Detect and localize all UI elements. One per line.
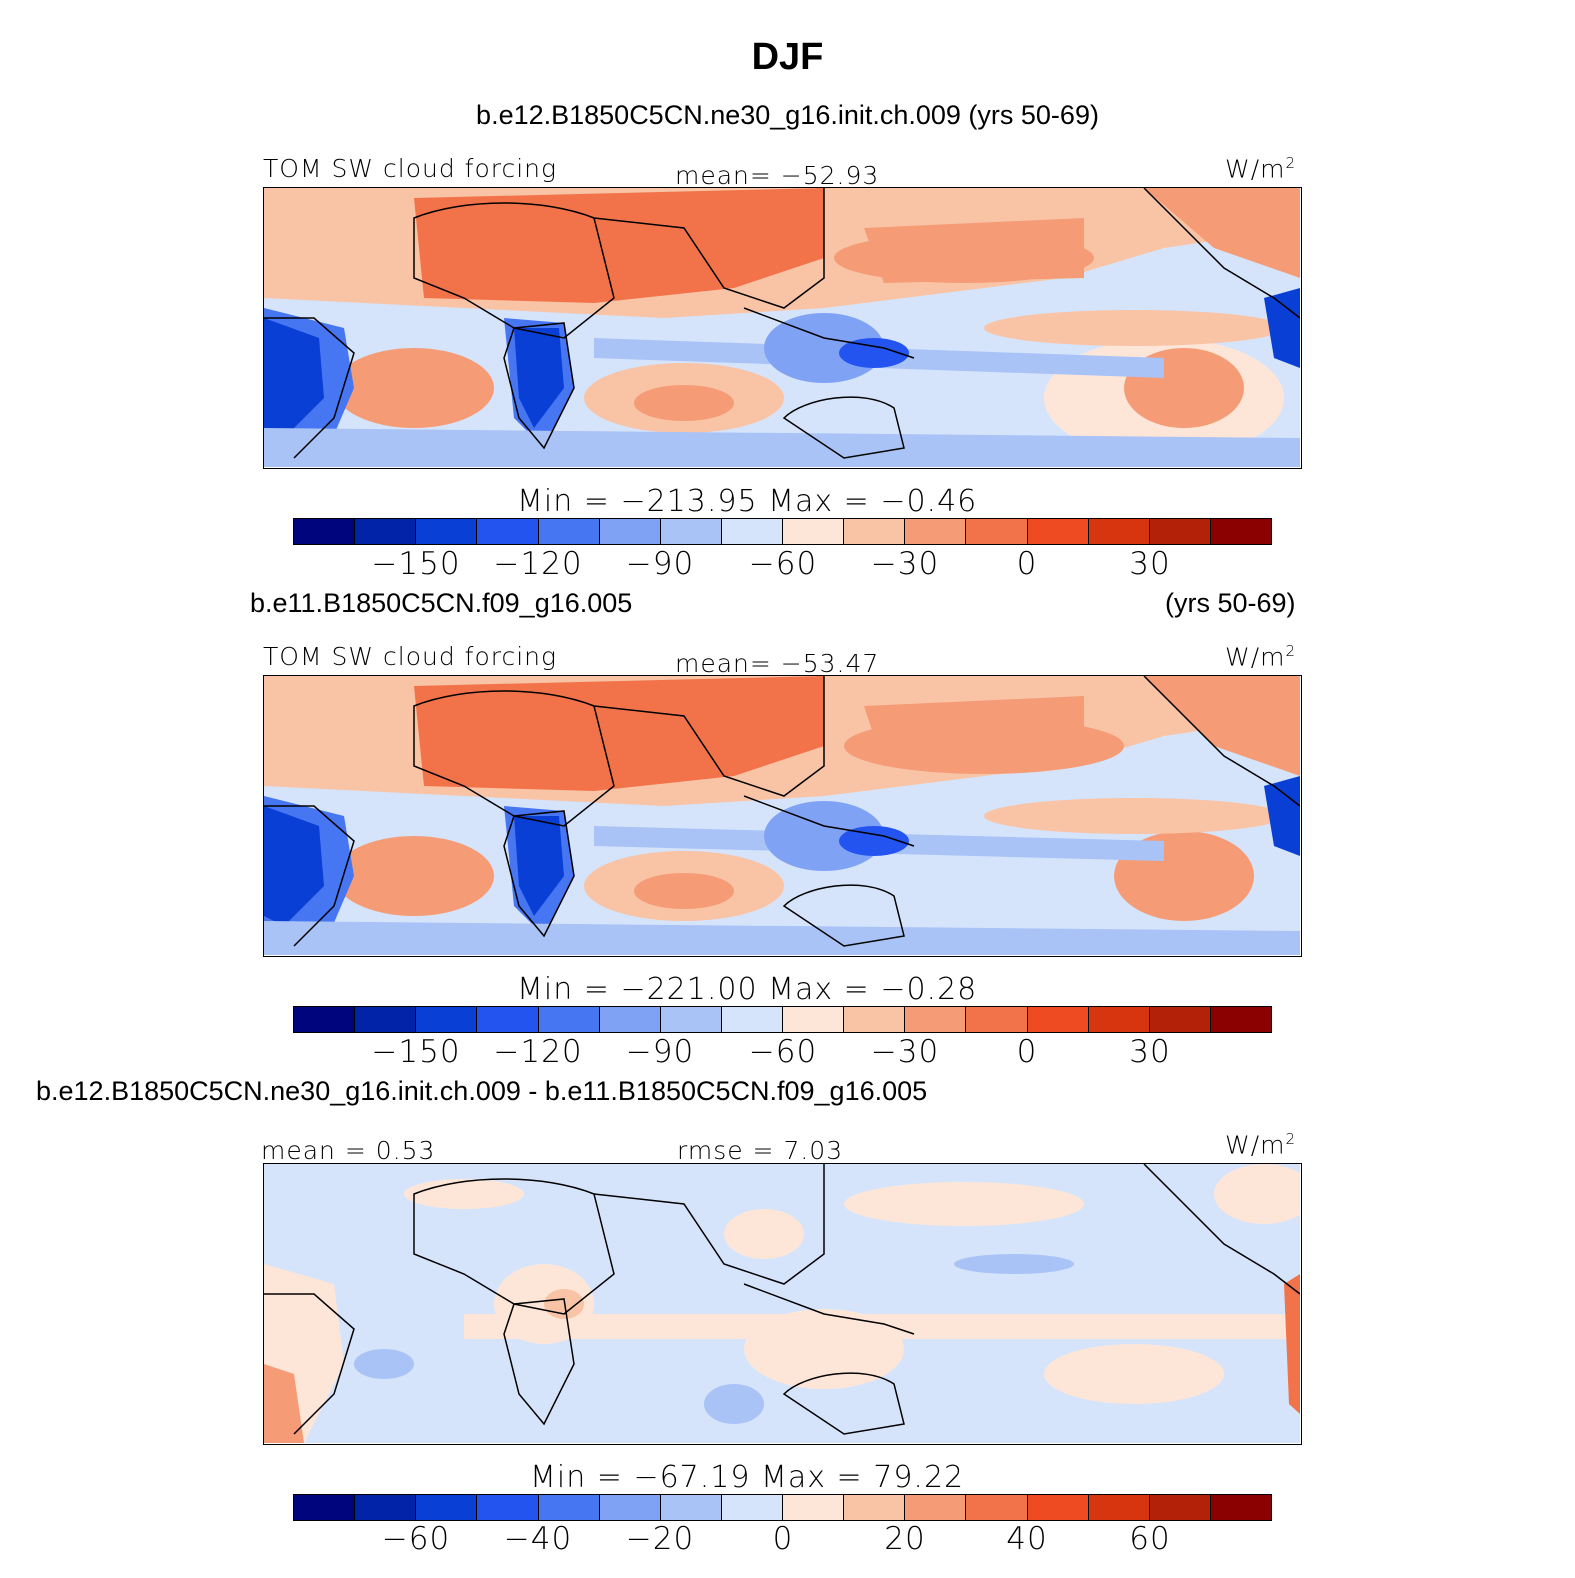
colorbar-box [355,519,417,544]
colorbar-box [966,1007,1028,1032]
panel1-colorbar [293,518,1272,545]
panel3-tick: −20 [625,1521,695,1557]
colorbar-box [1088,1495,1150,1520]
panel3-case-title: b.e12.B1850C5CN.ne30_g16.init.ch.009 - b… [36,1076,928,1106]
panel3-tick: −40 [503,1521,573,1557]
panel3-tick: 60 [1129,1521,1171,1557]
main-title: DJF [751,36,824,78]
panel2-case-title: b.e11.B1850C5CN.f09_g16.005 [250,588,633,618]
panel3-tick: 0 [772,1521,794,1557]
panel3-colorbar [293,1494,1272,1521]
panel2-minmax: Min = −221.00 Max = −0.28 [517,972,978,1007]
panel1-mean: mean= −52.93 [675,161,880,190]
panel2-tick: 30 [1129,1034,1171,1070]
panel1-tick: −60 [748,546,818,582]
colorbar-box [783,519,845,544]
panel1-tick: −120 [493,546,583,582]
colorbar-box [294,1007,356,1032]
colorbar-box [1210,1495,1271,1520]
colorbar-box [477,1007,539,1032]
panel3-map [263,1163,1302,1445]
colorbar-box [1210,519,1271,544]
panel2-map [263,675,1302,957]
panel3-rmse: rmse = 7.03 [677,1136,844,1165]
panel1-map [263,187,1302,469]
colorbar-box [721,519,783,544]
panel3-units: W/m2 [1225,1130,1297,1160]
colorbar-box [1027,1495,1089,1520]
colorbar-box [783,1495,845,1520]
panel2-map-svg [264,676,1301,955]
colorbar-box [538,519,600,544]
colorbar-box [783,1007,845,1032]
panel2-tick: −60 [748,1034,818,1070]
panel2-tick: 0 [1016,1034,1038,1070]
panel2-mean: mean= −53.47 [675,649,880,678]
colorbar-box [599,1495,661,1520]
colorbar-box [1088,1007,1150,1032]
panel1-tick: −30 [870,546,940,582]
colorbar-box [1149,1007,1211,1032]
panel3-tick: −60 [381,1521,451,1557]
colorbar-box [416,1495,478,1520]
colorbar-box [355,1007,417,1032]
colorbar-box [905,1495,967,1520]
panel2-case-years: (yrs 50-69) [1165,588,1296,618]
colorbar-box [355,1495,417,1520]
panel2-colorbar [293,1006,1272,1033]
colorbar-box [1027,1007,1089,1032]
panel1-units: W/m2 [1225,154,1297,184]
colorbar-box [477,1495,539,1520]
colorbar-box [538,1495,600,1520]
colorbar-box [905,519,967,544]
colorbar-box [294,519,356,544]
colorbar-box [599,519,661,544]
panel1-map-svg [264,188,1301,467]
colorbar-box [477,519,539,544]
colorbar-box [844,1495,906,1520]
colorbar-box [660,1007,722,1032]
panel3-tick: 40 [1006,1521,1048,1557]
panel2-tick: −30 [870,1034,940,1070]
colorbar-box [721,1495,783,1520]
panel1-tick: −150 [371,546,461,582]
colorbar-box [660,519,722,544]
colorbar-box [416,519,478,544]
panel1-tick: 0 [1016,546,1038,582]
colorbar-box [294,1495,356,1520]
panel3-map-svg [264,1164,1301,1443]
panel2-tick: −90 [625,1034,695,1070]
panel1-field-label: TOM SW cloud forcing [263,154,558,183]
panel1-minmax: Min = −213.95 Max = −0.46 [517,484,978,519]
panel1-case-title: b.e12.B1850C5CN.ne30_g16.init.ch.009 (yr… [476,100,1099,130]
colorbar-box [905,1007,967,1032]
colorbar-box [416,1007,478,1032]
colorbar-box [1149,519,1211,544]
colorbar-box [599,1007,661,1032]
colorbar-box [660,1495,722,1520]
colorbar-box [1210,1007,1271,1032]
colorbar-box [538,1007,600,1032]
panel1-tick: 30 [1129,546,1171,582]
colorbar-box [1088,519,1150,544]
colorbar-box [966,1495,1028,1520]
panel1-tick: −90 [625,546,695,582]
panel2-field-label: TOM SW cloud forcing [263,642,558,671]
panel3-tick: 20 [884,1521,926,1557]
panel3-mean: mean = 0.53 [261,1136,436,1165]
colorbar-box [1149,1495,1211,1520]
panel2-tick: −120 [493,1034,583,1070]
panel2-tick: −150 [371,1034,461,1070]
colorbar-box [1027,519,1089,544]
colorbar-box [966,519,1028,544]
panel2-units: W/m2 [1225,642,1297,672]
colorbar-box [844,519,906,544]
panel3-minmax: Min = −67.19 Max = 79.22 [530,1460,965,1495]
colorbar-box [721,1007,783,1032]
colorbar-box [844,1007,906,1032]
